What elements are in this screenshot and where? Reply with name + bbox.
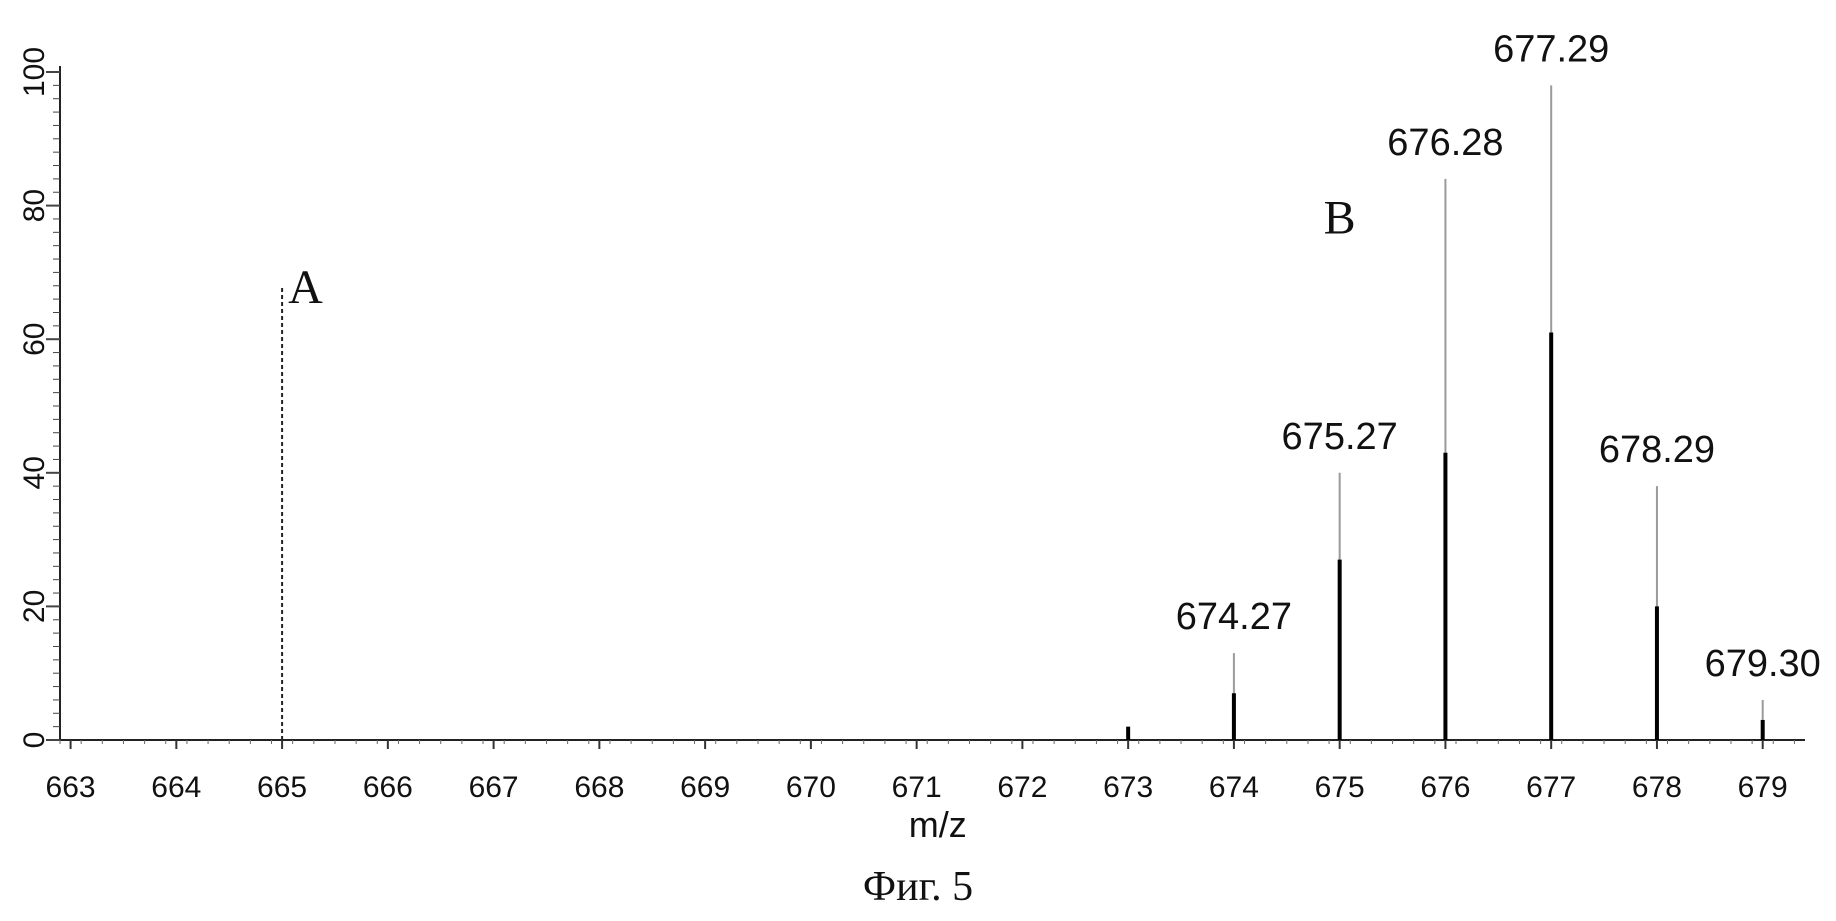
figure-caption: Фиг. 5 — [0, 862, 1836, 912]
peak-label: 679.30 — [1705, 643, 1821, 685]
x-tick-label: 663 — [46, 771, 96, 804]
x-axis: 663 664 665 666 667 668 669 670 671 672 673 674 675 6… — [46, 740, 1805, 804]
peak-label: 676.28 — [1387, 122, 1503, 164]
y-tick-label: 40 — [18, 456, 51, 489]
x-tick-label: 669 — [680, 771, 730, 804]
x-tick-label: 677 — [1526, 771, 1576, 804]
x-tick-label: 665 — [257, 771, 307, 804]
x-tick-label: 675 — [1315, 771, 1365, 804]
x-tick-label: 672 — [997, 771, 1047, 804]
y-tick-label: 100 — [18, 47, 51, 97]
peak-labels: 674.27 675.27 676.28 677.29 678.29 679.30 — [1176, 28, 1821, 685]
y-tick-label: 20 — [18, 590, 51, 623]
peak-label: 677.29 — [1493, 28, 1609, 70]
x-tick-label: 667 — [469, 771, 519, 804]
x-tick-label: 674 — [1209, 771, 1259, 804]
y-tick-label: 80 — [18, 189, 51, 222]
x-tick-label: 673 — [1103, 771, 1153, 804]
series-annotation: B — [1324, 192, 1356, 245]
y-tick-label: 0 — [18, 732, 51, 749]
peak-label: 675.27 — [1282, 416, 1398, 458]
x-tick-label: 664 — [151, 771, 201, 804]
x-tick-label: 670 — [786, 771, 836, 804]
x-tick-label: 679 — [1738, 771, 1788, 804]
peak-label: 674.27 — [1176, 596, 1292, 638]
x-tick-label: 678 — [1632, 771, 1682, 804]
x-tick-label: 668 — [574, 771, 624, 804]
x-axis-title: m/z — [909, 804, 967, 845]
x-tick-label: 671 — [892, 771, 942, 804]
peaks — [282, 85, 1763, 740]
x-tick-label: 666 — [363, 771, 413, 804]
y-tick-label: 60 — [18, 323, 51, 356]
series-annotation: A — [288, 261, 323, 314]
x-tick-label: 676 — [1420, 771, 1470, 804]
peak-label: 678.29 — [1599, 429, 1715, 471]
annotations: AB — [288, 192, 1356, 314]
y-axis: 0 20 40 60 80 100 — [18, 47, 60, 748]
